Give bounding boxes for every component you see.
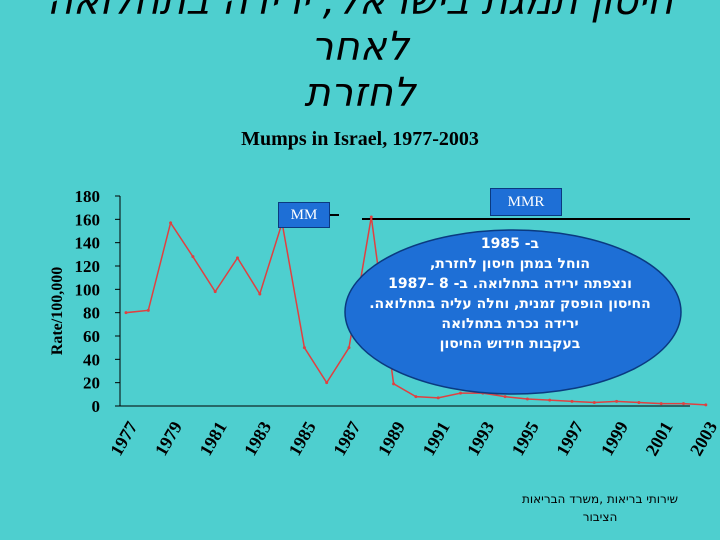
- data-point: [459, 391, 462, 395]
- data-point: [191, 255, 195, 259]
- data-point: [503, 395, 507, 399]
- y-tick-label: 180: [75, 187, 101, 206]
- data-point: [392, 382, 396, 386]
- data-point: [213, 290, 217, 294]
- source-line2: הציבור: [582, 510, 618, 524]
- x-tick-label: 2001: [641, 418, 676, 459]
- annotation-line: הוחל במתן חיסון לחזרת,: [429, 256, 591, 272]
- slide-title: חיסון תמגת בישראל; ירידה בתחלואה לאחר לח…: [0, 0, 720, 116]
- x-tick-label: 1999: [597, 418, 632, 459]
- x-tick-label: 1985: [285, 418, 320, 459]
- data-point: [615, 399, 619, 403]
- data-point: [436, 396, 440, 400]
- slide-title-line2: לחזרת: [304, 70, 416, 116]
- x-tick-label: 1991: [418, 418, 453, 459]
- data-point: [236, 256, 239, 260]
- data-point: [258, 292, 262, 296]
- x-tick-label: 1995: [508, 418, 543, 459]
- data-point: [325, 381, 329, 385]
- data-point: [592, 401, 596, 404]
- mmr-label: MMR: [490, 188, 562, 216]
- data-point: [659, 402, 663, 406]
- data-point: [637, 401, 641, 404]
- y-tick-label: 80: [83, 304, 100, 323]
- x-tick-label: 1987: [329, 418, 364, 459]
- source-line1: שירותי בריאות ,משרד הבריאות: [521, 492, 679, 506]
- annotation-line: החיסון הופסק זמנית, וחלה עליה בתחלואה.: [369, 296, 651, 312]
- slide-title-line1: חיסון תמגת בישראל; ירידה בתחלואה לאחר: [46, 0, 674, 70]
- chart-title: Mumps in Israel, 1977-2003: [241, 128, 479, 150]
- y-axis-title: Rate/100,000: [49, 267, 66, 355]
- annotation-line: בעקבות חידוש החיסון: [439, 336, 581, 352]
- annotation-ellipse: [344, 229, 682, 395]
- data-point: [548, 398, 552, 402]
- y-tick-label: 160: [75, 210, 101, 229]
- data-point: [525, 397, 529, 401]
- x-tick-label: 1979: [151, 418, 186, 459]
- x-tick-label: 1989: [374, 418, 409, 459]
- data-point: [124, 311, 128, 315]
- x-tick-label: 2003: [686, 418, 720, 459]
- y-tick-label: 140: [75, 234, 101, 253]
- x-tick-label: 1977: [106, 418, 141, 459]
- data-point: [146, 308, 150, 312]
- x-tick-label: 1993: [463, 418, 498, 459]
- data-point: [169, 221, 173, 225]
- data-point: [704, 403, 708, 407]
- x-tick-label: 1997: [552, 418, 587, 459]
- y-tick-label: 120: [75, 257, 101, 276]
- mm-label: MM: [278, 202, 330, 228]
- annotation-line: ירידה נכרת בתחלואה: [441, 316, 579, 332]
- source-note: שירותי בריאות ,משרד הבריאות הציבור: [500, 490, 700, 526]
- y-tick-label: 100: [75, 280, 101, 299]
- data-point: [682, 402, 685, 406]
- data-point: [347, 346, 351, 350]
- y-tick-label: 20: [83, 374, 100, 393]
- y-tick-label: 0: [92, 397, 101, 416]
- y-tick-label: 60: [83, 327, 100, 346]
- x-tick-label: 1981: [195, 418, 230, 459]
- data-point: [414, 395, 418, 399]
- data-point: [369, 215, 373, 219]
- annotation-line: ב- 1985: [480, 236, 540, 252]
- data-point: [570, 399, 574, 403]
- x-tick-label: 1983: [240, 418, 275, 459]
- y-tick-label: 40: [83, 350, 100, 369]
- annotation-text: ב- 1985 הוחל במתן חיסון לחזרת, ונצפתה יר…: [360, 234, 660, 354]
- annotation-line: ונצפתה ירידה בתחלואה. ב- 8 –1987: [388, 276, 632, 292]
- data-point: [302, 346, 306, 350]
